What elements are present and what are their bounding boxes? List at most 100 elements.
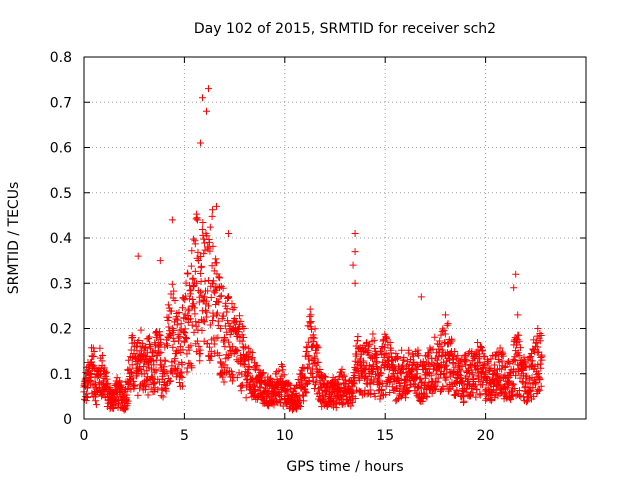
- data-point: [496, 381, 504, 389]
- data-point: [538, 356, 546, 364]
- data-point: [387, 375, 395, 383]
- data-point: [215, 351, 223, 359]
- data-point: [237, 352, 245, 360]
- data-point: [312, 378, 320, 386]
- data-point: [159, 393, 167, 401]
- data-point: [458, 362, 466, 370]
- data-point: [414, 351, 422, 359]
- data-point: [433, 356, 441, 364]
- data-point: [414, 363, 422, 371]
- data-point: [238, 337, 246, 345]
- data-point: [321, 388, 329, 396]
- data-point: [165, 323, 173, 331]
- data-point: [213, 202, 221, 210]
- data-point: [136, 352, 144, 360]
- data-point: [537, 364, 545, 372]
- data-point: [206, 356, 214, 364]
- data-point: [436, 337, 444, 345]
- data-point: [409, 350, 417, 358]
- data-point: [474, 339, 482, 347]
- data-point: [228, 368, 236, 376]
- data-point: [199, 317, 207, 325]
- data-point: [366, 341, 374, 349]
- data-point: [188, 321, 196, 329]
- data-point: [100, 374, 108, 382]
- data-point: [208, 212, 216, 220]
- data-point: [219, 373, 227, 381]
- data-point: [203, 232, 211, 240]
- data-point: [277, 392, 285, 400]
- data-point: [91, 397, 99, 405]
- data-point: [502, 374, 510, 382]
- tick-labels: 0 5 10 15 20 0 0.1 0.2 0.3 0.4 0.5 0.6 0.7 0.8: [50, 50, 495, 444]
- data-point: [184, 270, 192, 278]
- data-point: [98, 391, 106, 399]
- data-point: [426, 344, 434, 352]
- data-point: [530, 393, 538, 401]
- data-point: [425, 349, 433, 357]
- data-point: [351, 248, 359, 256]
- data-point: [161, 357, 169, 365]
- data-point: [169, 343, 177, 351]
- data-points: [80, 85, 546, 414]
- data-point: [188, 302, 196, 310]
- data-point: [422, 365, 430, 373]
- data-point: [518, 370, 526, 378]
- data-point: [286, 386, 294, 394]
- data-point: [277, 379, 285, 387]
- data-point: [340, 373, 348, 381]
- data-point: [164, 334, 172, 342]
- data-point: [166, 377, 174, 385]
- data-point: [204, 85, 212, 93]
- data-point: [176, 343, 184, 351]
- data-point: [525, 353, 533, 361]
- x-tick-label: 15: [376, 428, 394, 444]
- data-point: [536, 376, 544, 384]
- y-tick-label: 0.4: [50, 231, 72, 247]
- data-point: [301, 374, 309, 382]
- data-point: [410, 359, 418, 367]
- data-point: [463, 385, 471, 393]
- data-point: [165, 313, 173, 321]
- data-point: [200, 250, 208, 258]
- data-point: [92, 383, 100, 391]
- data-point: [347, 402, 355, 410]
- data-point: [208, 352, 216, 360]
- data-point: [204, 302, 212, 310]
- data-point: [197, 253, 205, 261]
- data-point: [393, 396, 401, 404]
- data-point: [257, 383, 265, 391]
- data-point: [388, 356, 396, 364]
- data-point: [281, 387, 289, 395]
- data-point: [273, 383, 281, 391]
- data-point: [303, 348, 311, 356]
- data-point: [189, 283, 197, 291]
- data-point: [462, 356, 470, 364]
- data-point: [357, 370, 365, 378]
- data-point: [147, 343, 155, 351]
- data-point: [185, 307, 193, 315]
- data-point: [280, 371, 288, 379]
- data-point: [360, 357, 368, 365]
- data-point: [385, 365, 393, 373]
- data-point: [202, 107, 210, 115]
- data-point: [120, 397, 128, 405]
- data-point: [382, 391, 390, 399]
- data-point: [285, 392, 293, 400]
- data-point: [233, 356, 241, 364]
- data-point: [314, 358, 322, 366]
- data-point: [214, 298, 222, 306]
- data-point: [345, 388, 353, 396]
- data-point: [508, 388, 516, 396]
- data-point: [140, 370, 148, 378]
- data-point: [321, 372, 329, 380]
- data-point: [356, 376, 364, 384]
- data-point: [242, 394, 250, 402]
- data-point: [310, 334, 318, 342]
- y-tick-label: 0: [63, 412, 72, 428]
- data-point: [429, 365, 437, 373]
- data-point: [489, 375, 497, 383]
- data-point: [182, 334, 190, 342]
- data-point: [214, 334, 222, 342]
- data-point: [216, 274, 224, 282]
